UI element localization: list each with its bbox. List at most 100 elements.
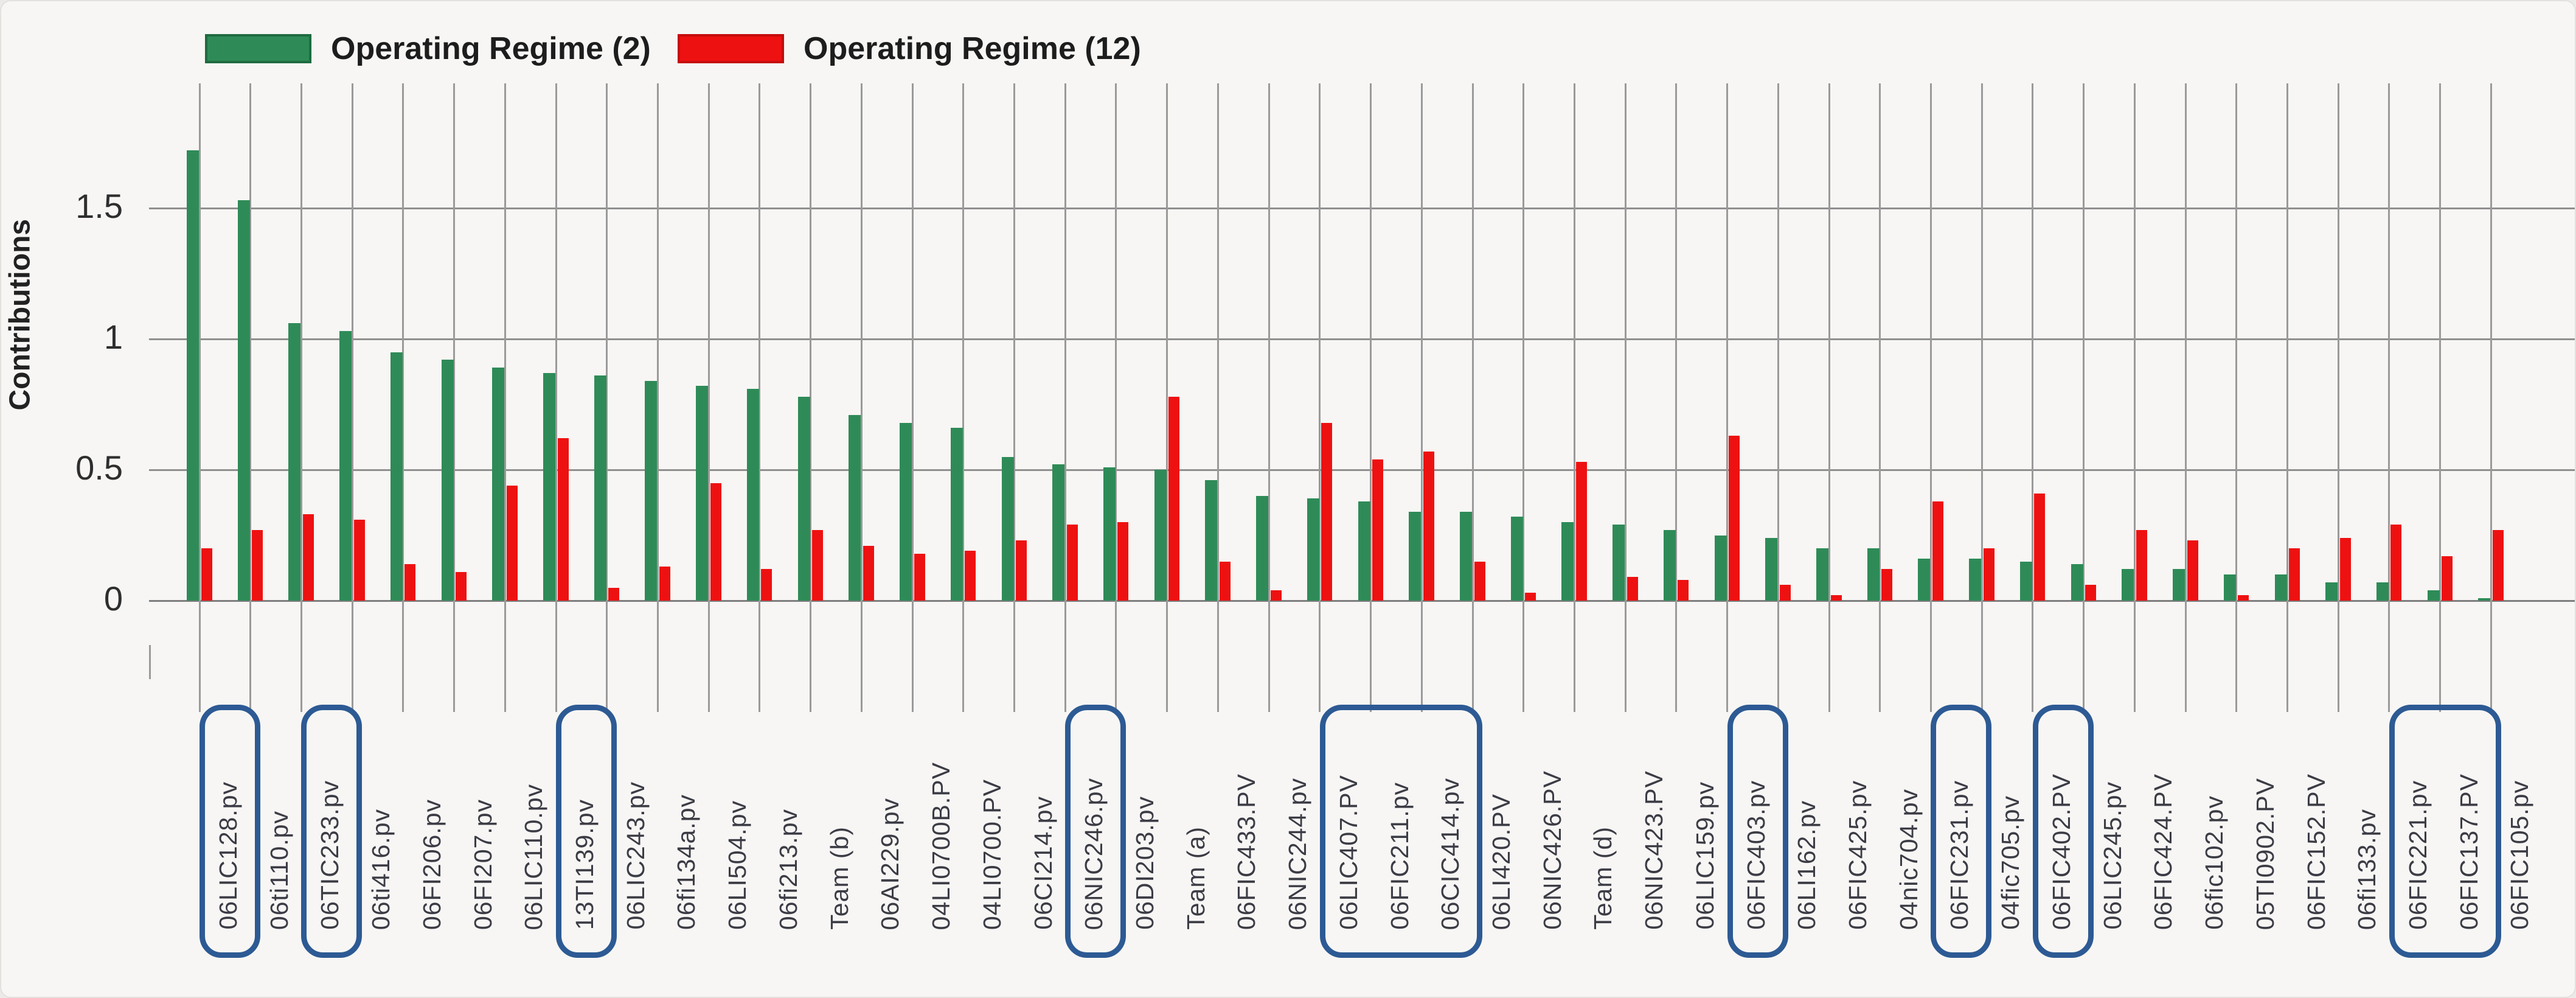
bar-regime12-06TIC233.pv[interactable] (302, 514, 314, 601)
bar-regime12-Team (a)[interactable] (1168, 396, 1180, 601)
bar-regime2-04LI0700.PV[interactable] (950, 428, 963, 601)
bar-regime12-06LI162.pv[interactable] (1779, 585, 1791, 601)
bar-regime12-06CIC414.pv[interactable] (1423, 451, 1434, 601)
y-tick-label-0: 0 (103, 579, 123, 618)
bar-regime12-04nic704.pv[interactable] (1881, 569, 1893, 601)
bar-regime12-04LI0700.PV[interactable] (965, 551, 976, 601)
bar-regime12-06LIC159.pv[interactable] (1678, 579, 1689, 601)
bar-regime2-06LIC128.pv[interactable] (187, 150, 199, 601)
bar-regime2-06FIC433.PV[interactable] (1205, 480, 1218, 601)
bar-regime2-06ti416.pv[interactable] (339, 331, 352, 601)
bar-regime2-06NIC426.PV[interactable] (1510, 517, 1523, 601)
bar-regime12-06fi134a.pv[interactable] (659, 567, 670, 601)
bar-regime2-06FIC403.pv[interactable] (1714, 535, 1727, 601)
bar-regime2-06LIC245.pv[interactable] (2071, 564, 2083, 601)
bar-regime12-06FIC105.pv[interactable] (2492, 529, 2504, 601)
bar-regime12-06FIC403.pv[interactable] (1729, 436, 1740, 601)
gridline-vertical (453, 83, 456, 712)
bar-regime2-05TI0902.PV[interactable] (2223, 574, 2236, 601)
bar-regime2-Team (d)[interactable] (1561, 522, 1574, 601)
bar-regime12-06FIC425.pv[interactable] (1830, 595, 1842, 601)
bar-regime12-06FIC402.PV[interactable] (2034, 493, 2046, 601)
bar-regime12-06ti110.pv[interactable] (252, 529, 263, 601)
bar-regime2-06LIC159.pv[interactable] (1663, 529, 1676, 601)
bar-regime12-06LIC245.pv[interactable] (2085, 585, 2097, 601)
bar-regime12-06NIC426.PV[interactable] (1525, 593, 1536, 601)
gridline-vertical (2490, 83, 2492, 712)
bar-regime12-13TI139.pv[interactable] (557, 438, 569, 601)
bar-regime12-Team (d)[interactable] (1575, 462, 1587, 601)
bar-regime2-04fic705.pv[interactable] (1969, 559, 1982, 601)
bar-regime2-04nic704.pv[interactable] (1867, 548, 1880, 601)
bar-regime2-06fi213.pv[interactable] (746, 388, 759, 601)
bar-regime12-06fi133.pv[interactable] (2339, 537, 2351, 601)
bar-regime12-06LI420.PV[interactable] (1474, 561, 1485, 601)
bar-regime12-06LIC110.pv[interactable] (506, 485, 518, 601)
bar-regime12-06LIC128.pv[interactable] (201, 548, 212, 601)
bar-regime12-04fic705.pv[interactable] (1983, 548, 1994, 601)
bar-regime12-06FIC211.pv[interactable] (1372, 459, 1384, 601)
bar-regime12-06FIC137.PV[interactable] (2442, 556, 2453, 601)
bar-regime2-04LI0700B.PV[interactable] (900, 422, 912, 601)
bar-regime12-06FIC231.pv[interactable] (1932, 501, 1943, 601)
bar-regime2-06LIC110.pv[interactable] (492, 368, 505, 601)
bar-regime2-Team (a)[interactable] (1154, 470, 1167, 601)
bar-regime2-06LI162.pv[interactable] (1765, 537, 1778, 601)
bar-regime12-06NIC246.pv[interactable] (1066, 525, 1078, 601)
bar-regime2-06FIC105.pv[interactable] (2478, 598, 2491, 601)
bar-regime2-06LI420.PV[interactable] (1460, 511, 1472, 601)
bar-regime2-06FIC424.PV[interactable] (2122, 569, 2134, 601)
bar-regime12-04LI0700B.PV[interactable] (914, 553, 925, 601)
bar-regime2-06NIC244.pv[interactable] (1256, 496, 1269, 601)
bar-regime2-06fi134a.pv[interactable] (645, 380, 658, 601)
bar-regime2-06FIC211.pv[interactable] (1358, 501, 1370, 601)
bar-regime2-06FIC402.PV[interactable] (2019, 561, 2032, 601)
bar-regime2-06CIC414.pv[interactable] (1409, 511, 1422, 601)
legend-item-regime-12[interactable]: Operating Regime (12) (678, 31, 1141, 66)
bar-regime2-06LI504.pv[interactable] (696, 386, 709, 601)
bar-regime2-06FIC425.pv[interactable] (1816, 548, 1829, 601)
bar-regime12-06LIC407.PV[interactable] (1321, 422, 1333, 601)
bar-regime12-Team (b)[interactable] (812, 529, 824, 601)
bar-regime12-06FI206.pv[interactable] (404, 564, 416, 601)
bar-regime12-05TI0902.PV[interactable] (2238, 595, 2249, 601)
bar-regime2-06FIC137.PV[interactable] (2427, 590, 2440, 601)
bar-regime2-06TIC233.pv[interactable] (288, 323, 301, 601)
gridline-vertical (606, 83, 608, 712)
bar-regime2-06ti110.pv[interactable] (237, 200, 250, 601)
bar-regime12-06AI229.pv[interactable] (863, 545, 874, 601)
bar-regime2-06LIC243.pv[interactable] (594, 375, 606, 601)
bar-regime12-06FI207.pv[interactable] (456, 571, 467, 601)
bar-regime12-06NIC244.pv[interactable] (1270, 590, 1282, 601)
bar-regime2-06AI229.pv[interactable] (849, 414, 861, 601)
bar-regime2-06CI214.pv[interactable] (1001, 456, 1014, 601)
bar-regime2-06FI207.pv[interactable] (441, 360, 454, 601)
bar-regime2-06FIC221.pv[interactable] (2376, 582, 2389, 601)
legend-item-regime-2[interactable]: Operating Regime (2) (205, 31, 651, 66)
bar-regime12-06fi213.pv[interactable] (761, 569, 772, 601)
bar-regime2-06fic102.pv[interactable] (2173, 569, 2185, 601)
bar-regime2-06LIC407.PV[interactable] (1307, 498, 1319, 601)
gridline-horizontal-1 (149, 338, 2575, 340)
bar-regime12-06FIC152.PV[interactable] (2289, 548, 2300, 601)
bar-regime12-06FIC433.PV[interactable] (1219, 561, 1231, 601)
bar-regime2-Team (b)[interactable] (797, 396, 810, 601)
bar-regime2-06DI203.pv[interactable] (1103, 467, 1116, 601)
bar-regime2-06FI206.pv[interactable] (390, 352, 403, 601)
bar-regime2-06fi133.pv[interactable] (2325, 582, 2338, 601)
bar-regime12-06FIC221.pv[interactable] (2390, 525, 2402, 601)
bar-regime12-06DI203.pv[interactable] (1117, 522, 1129, 601)
bar-regime12-06FIC424.PV[interactable] (2136, 529, 2147, 601)
bar-regime12-06fic102.pv[interactable] (2187, 540, 2198, 601)
gridline-vertical (1929, 83, 1932, 712)
bar-regime2-06FIC152.PV[interactable] (2274, 574, 2287, 601)
bar-regime12-06LI504.pv[interactable] (710, 483, 721, 601)
bar-regime2-06FIC231.pv[interactable] (1918, 559, 1931, 601)
bar-regime2-06NIC246.pv[interactable] (1052, 464, 1065, 601)
bar-regime2-13TI139.pv[interactable] (543, 372, 556, 601)
bar-regime12-06CI214.pv[interactable] (1016, 540, 1027, 601)
bar-regime12-06LIC243.pv[interactable] (608, 587, 620, 601)
bar-regime12-06NIC423.PV[interactable] (1626, 577, 1638, 601)
bar-regime12-06ti416.pv[interactable] (353, 519, 365, 601)
bar-regime2-06NIC423.PV[interactable] (1613, 525, 1625, 601)
